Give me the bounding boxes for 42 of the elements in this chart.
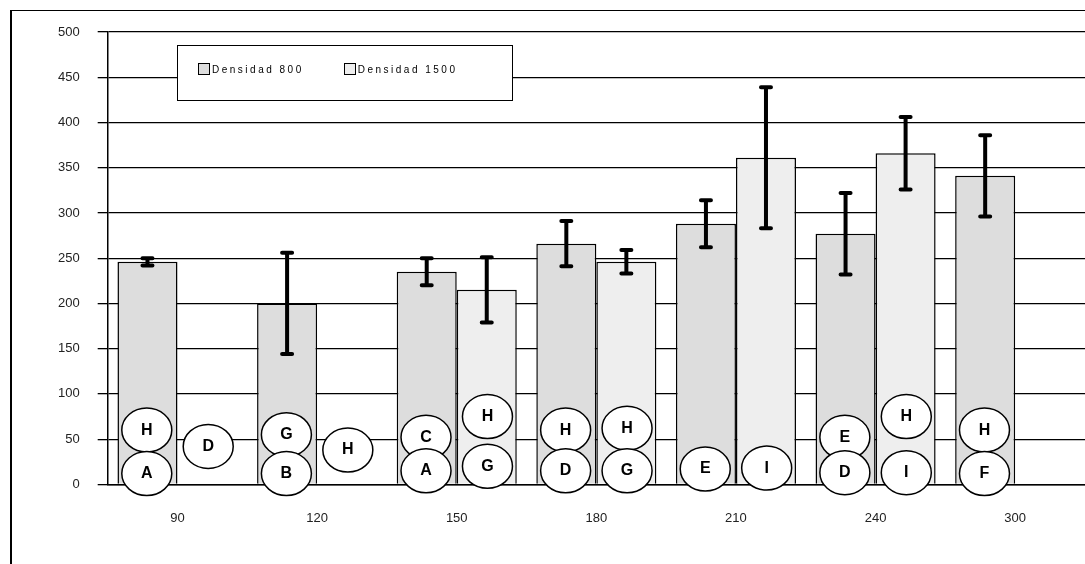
annotation: H [342,440,354,458]
x-tick-label: 90 [170,509,185,525]
y-tick-label: 50 [65,430,80,446]
annotation: G [620,461,634,479]
annotation: D [559,461,572,479]
y-tick-label: 150 [57,340,80,356]
x-tick-label: 120 [306,509,328,525]
annotation: D [202,436,214,454]
annotation: I [904,463,909,481]
annotation: B [280,463,293,481]
y-tick-label: 100 [57,385,80,401]
y-tick-label: 300 [57,204,80,220]
y-tick-label: 350 [57,159,80,175]
x-tick-label: 210 [725,509,747,525]
annotation: H [978,420,991,438]
y-tick-label: 500 [57,23,80,39]
y-tick-label: 400 [57,114,80,130]
annotation: A [141,463,153,481]
annotation: F [979,463,990,481]
annotation: C [420,427,433,445]
annotation: H [141,420,153,438]
x-tick-label: 180 [585,509,608,525]
x-tick-label: 150 [445,509,468,525]
annotation: E [699,459,711,477]
annotation: H [559,420,572,438]
annotation: H [481,406,494,424]
annotation: H [621,418,633,436]
annotation: E [839,427,851,445]
y-tick-label: 250 [57,249,80,265]
annotation: H [900,406,913,424]
x-tick-label: 240 [864,509,887,525]
legend-label: Densidad 800 [211,63,304,77]
x-tick-label: 300 [1004,509,1027,525]
y-tick-label: 450 [57,68,80,84]
legend-label: Densidad 1500 [356,63,458,77]
y-tick-label: 0 [72,475,80,491]
annotation: A [420,461,433,479]
y-tick-label: 200 [57,295,80,311]
annotation: D [839,463,851,481]
annotation: I [764,458,769,476]
annotation: G [481,456,494,474]
annotation: G [280,425,293,443]
